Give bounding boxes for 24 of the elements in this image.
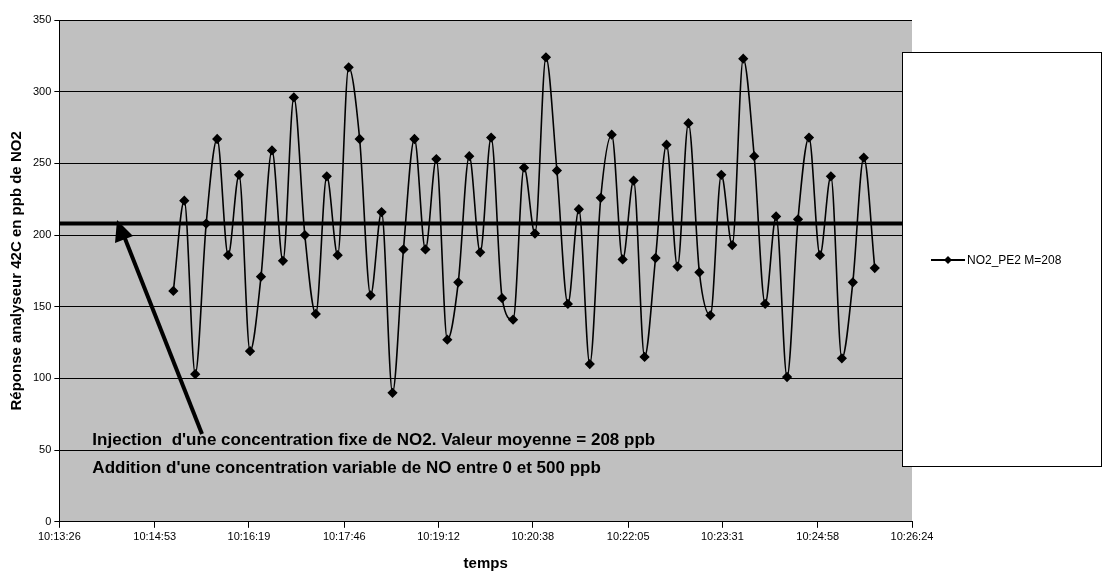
x-tick-label: 10:24:58 — [796, 530, 840, 543]
y-tick-label: 200 — [32, 228, 52, 241]
x-tick-label: 10:16:19 — [227, 530, 271, 543]
y-tick-label: 100 — [32, 371, 52, 384]
x-tick-label: 10:22:05 — [606, 530, 650, 543]
x-tick-label: 10:19:12 — [417, 530, 460, 543]
annotation: Injection d'une concentration fixe de NO2. Valeur moyenne = 208 ppb — [92, 429, 656, 449]
y-tick-label: 350 — [32, 13, 52, 26]
x-tick-label: 10:20:38 — [511, 530, 555, 543]
legend-label: NO2_PE2 M=208 — [967, 252, 1062, 267]
y-tick-label: 50 — [39, 443, 52, 456]
x-tick-label: 10:13:26 — [37, 530, 81, 543]
x-tick-label: 10:17:46 — [322, 530, 366, 543]
x-tick-label: 10:14:53 — [133, 530, 177, 543]
annotation: Addition d'une concentration variable de NO entre 0 et 500 ppb — [92, 457, 601, 477]
y-tick-label: 0 — [45, 514, 52, 527]
y-tick-label: 250 — [32, 156, 52, 169]
y-axis-title: Réponse analyseur 42C en ppb de NO2 — [7, 131, 25, 411]
x-tick-label: 10:26:24 — [890, 530, 934, 543]
legend-box: NO2_PE2 M=208 — [902, 52, 1102, 467]
y-tick-label: 150 — [32, 299, 52, 312]
x-axis-title: temps — [463, 554, 508, 572]
y-tick-label: 300 — [32, 84, 52, 97]
x-tick-label: 10:23:31 — [700, 530, 744, 543]
